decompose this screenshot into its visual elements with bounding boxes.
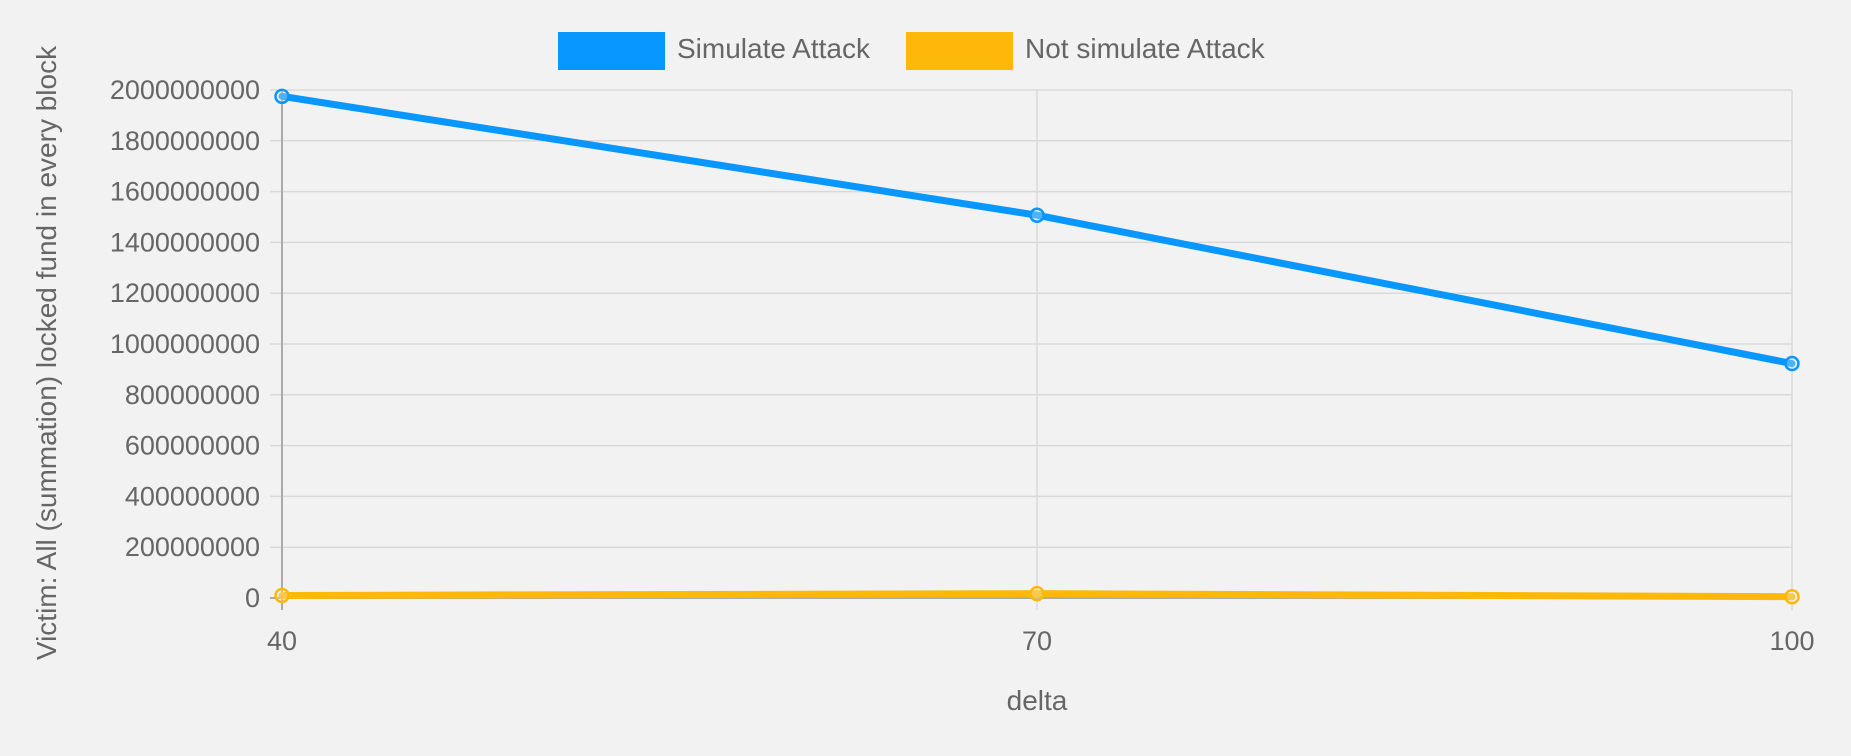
x-tick-label: 100 [1769, 626, 1814, 656]
legend-label: Simulate Attack [677, 33, 871, 64]
y-axis-title: Victim: All (summation) locked fund in e… [31, 45, 62, 660]
legend-swatch [906, 32, 1013, 70]
y-tick-label: 1000000000 [110, 329, 260, 359]
legend: Simulate Attack Not simulate Attack [558, 32, 1266, 70]
data-point [1784, 355, 1800, 372]
series-group [274, 88, 1800, 372]
y-tick-label: 1200000000 [110, 278, 260, 308]
legend-label: Not simulate Attack [1025, 33, 1266, 64]
series [274, 88, 1800, 605]
y-tick-label: 0 [245, 583, 260, 613]
grid [270, 89, 1793, 610]
y-tick-label: 400000000 [125, 481, 260, 511]
legend-item: Simulate Attack [558, 32, 871, 70]
x-axis-title: delta [1007, 685, 1068, 716]
y-tick-label: 800000000 [125, 380, 260, 410]
data-point [1029, 585, 1045, 602]
y-tick-label: 1600000000 [110, 177, 260, 207]
y-tick-label: 1400000000 [110, 227, 260, 257]
legend-swatch [558, 32, 665, 70]
y-tick-label: 600000000 [125, 431, 260, 461]
x-tick-label: 70 [1022, 626, 1052, 656]
x-tick-label: 40 [267, 626, 297, 656]
series-group [274, 585, 1800, 605]
data-point [274, 88, 290, 105]
legend-item: Not simulate Attack [906, 32, 1266, 70]
data-point [1029, 207, 1045, 223]
y-tick-label: 1800000000 [110, 126, 260, 156]
y-tick-label: 2000000000 [110, 75, 260, 105]
series-line [278, 590, 1796, 601]
axes: 0 200000000 400000000 600000000 800000000 100… [110, 75, 1815, 656]
y-tick-label: 200000000 [125, 532, 260, 562]
series-line [278, 92, 1796, 368]
data-point [1784, 588, 1800, 605]
data-point [274, 587, 290, 604]
